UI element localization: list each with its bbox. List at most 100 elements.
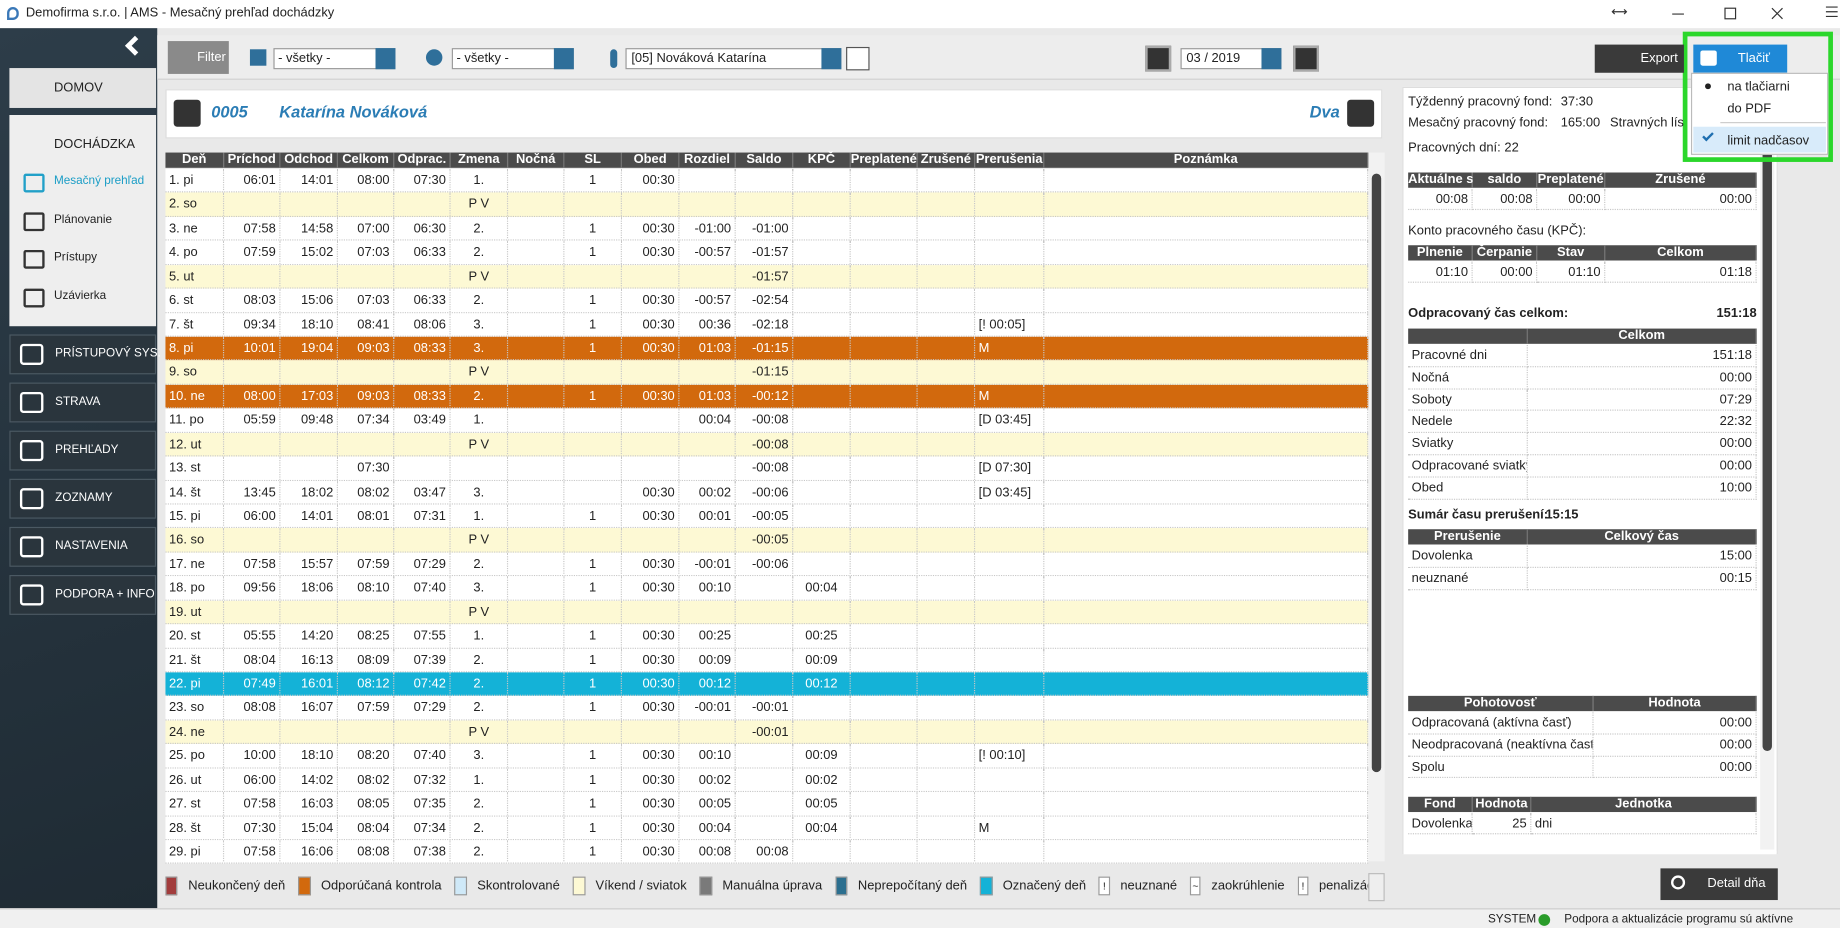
- sidebar-item[interactable]: NASTAVENIA: [9, 526, 157, 567]
- table-row[interactable]: 29. pi 07:58 16:06 08:08 07:38 2. 1 00:30 00:08 0…: [165, 840, 1369, 865]
- table-cell: [622, 600, 680, 624]
- column-header: Preplatené: [850, 152, 918, 168]
- table-cell: 00:30: [622, 696, 680, 720]
- table-cell: 07:29: [394, 552, 451, 576]
- filter-icon-button[interactable]: [846, 46, 870, 71]
- legend-label: neuznané: [1120, 878, 1178, 894]
- table-row[interactable]: 2. so P V: [165, 192, 1369, 217]
- table-cell: P V: [451, 432, 509, 456]
- table-row[interactable]: 6. st 08:03 15:06 07:03 06:33 2. 1 00:30 -00:57-…: [165, 288, 1369, 313]
- sidebar-subitem[interactable]: Prístupy: [53, 251, 98, 265]
- employee-header: [165, 89, 1383, 139]
- sidebar-subitem[interactable]: Mesačný prehľad: [53, 174, 145, 188]
- employee-select[interactable]: [05] Nováková Katarína: [625, 48, 842, 70]
- table-row[interactable]: 20. st 05:55 14:20 08:25 07:55 1. 1 00:30 00:25 0…: [165, 624, 1369, 649]
- table-row[interactable]: 4. po 07:59 15:02 07:03 06:33 2. 1 00:30 -00:57-…: [165, 240, 1369, 265]
- sidebar-item[interactable]: ZOZNAMY: [9, 478, 157, 519]
- table-cell: 19. ut: [165, 600, 225, 624]
- table-cell: [793, 600, 851, 624]
- dropdown-arrow[interactable]: [375, 48, 396, 70]
- table-row[interactable]: 12. ut P V -00:08: [165, 432, 1369, 457]
- table-row[interactable]: 14. št 13:45 18:02 08:02 03:47 3. 00:30 00:02 -0…: [165, 480, 1369, 505]
- dropdown-arrow[interactable]: [821, 48, 842, 70]
- sidebar-item[interactable]: PODPORA + INFO: [9, 575, 157, 615]
- table-row[interactable]: 22. pi 07:49 16:01 08:12 07:42 2. 1 00:30 00:12 0…: [165, 672, 1369, 697]
- table-cell: [851, 672, 918, 696]
- table-cell: [1044, 840, 1369, 863]
- table-row[interactable]: 8. pi 10:01 19:04 09:03 08:33 3. 1 00:30 01:03 -0…: [165, 336, 1369, 361]
- sidebar-item[interactable]: PRÍSTUPOVÝ SYS.: [9, 334, 161, 375]
- table-row[interactable]: 18. po 09:56 18:06 08:10 07:40 3. 1 00:30 00:10 0…: [165, 576, 1369, 601]
- filter-button[interactable]: Filter: [167, 41, 229, 74]
- table-row[interactable]: 17. ne 07:58 15:57 07:59 07:29 2. 1 00:30 -00:01…: [165, 552, 1369, 577]
- export-button[interactable]: Export: [1594, 44, 1684, 73]
- summary-scrollbar[interactable]: [1760, 129, 1775, 850]
- prev-month-button[interactable]: [1145, 45, 1172, 72]
- table-row[interactable]: 19. ut P V: [165, 600, 1369, 625]
- table-cell: [508, 552, 565, 576]
- table-cell: [394, 264, 451, 288]
- table-row[interactable]: 23. so 08:08 16:07 07:59 07:29 2. 1 00:30 -00:01…: [165, 696, 1369, 721]
- table-row[interactable]: 11. po 05:59 09:48 07:34 03:49 1. 00:04 -00:08 […: [165, 408, 1369, 433]
- table-row[interactable]: 24. ne P V -00:01: [165, 720, 1369, 745]
- table-cell: [851, 312, 918, 336]
- table-cell: 00:09: [679, 648, 736, 672]
- group2-select[interactable]: - všetky -: [451, 48, 574, 70]
- table-cell: [975, 240, 1045, 264]
- table-cell: 07:00: [338, 216, 395, 240]
- window-title: Demofirma s.r.o. | AMS - Mesačný prehľad…: [25, 5, 335, 20]
- table-cell: 00:30: [622, 288, 680, 312]
- print-menu-item[interactable]: na tlačiarni: [1727, 79, 1790, 94]
- table-row[interactable]: 13. st 07:30 -00:08 [D 07:30]: [165, 456, 1369, 481]
- table-row[interactable]: 5. ut P V -01:57: [165, 264, 1369, 289]
- mini-header: saldo: [1472, 172, 1538, 188]
- table-row[interactable]: 7. št 09:34 18:10 08:41 08:06 3. 1 00:30 00:36 -0…: [165, 312, 1369, 337]
- table-row[interactable]: 28. št 07:30 15:04 08:04 07:34 2. 1 00:30 00:04 0…: [165, 816, 1369, 841]
- sidebar-item-icon: [19, 536, 44, 558]
- table-scrollbar[interactable]: [1368, 152, 1385, 862]
- table-cell: [851, 600, 918, 624]
- table-cell: [1044, 696, 1369, 720]
- table-cell: 2.: [451, 216, 509, 240]
- table-row[interactable]: 3. ne 07:58 14:58 07:00 06:30 2. 1 00:30 -01:00-…: [165, 216, 1369, 241]
- table-cell: [793, 504, 851, 528]
- mini-header: Aktuálne saldo: [1408, 172, 1500, 188]
- table-row[interactable]: 16. so P V -00:05: [165, 528, 1369, 553]
- scroll-thumb[interactable]: [1762, 140, 1772, 752]
- table-cell: 17:03: [280, 384, 338, 408]
- dropdown-arrow[interactable]: [1261, 48, 1282, 70]
- scroll-thumb[interactable]: [1371, 173, 1382, 773]
- sidebar-item[interactable]: STRAVA: [9, 382, 157, 423]
- print-menu-item[interactable]: limit nadčasov: [1727, 133, 1810, 148]
- table-row[interactable]: 10. ne 08:00 17:03 09:03 08:33 2. 1 00:30 01:03-…: [165, 384, 1369, 409]
- sidebar-subitem-icon: [23, 249, 45, 269]
- table-row[interactable]: 1. pi 06:01 14:01 08:00 07:30 1. 1 00:30: [165, 168, 1369, 193]
- table-row[interactable]: 9. so P V -01:15: [165, 360, 1369, 385]
- table-cell: 07:31: [394, 504, 451, 528]
- print-menu-item[interactable]: do PDF: [1727, 102, 1772, 117]
- table-cell: 14:02: [280, 768, 338, 792]
- home-button[interactable]: DOMOV: [9, 68, 157, 108]
- table-row[interactable]: 21. št 08:04 16:13 08:09 07:39 2. 1 00:30 00:09 0…: [165, 648, 1369, 673]
- sidebar-subitem[interactable]: Plánovanie: [53, 213, 113, 227]
- table-cell: 00:30: [622, 168, 680, 192]
- table-row[interactable]: 27. st 07:58 16:03 08:05 07:35 2. 1 00:30 00:05 0…: [165, 792, 1369, 817]
- table-cell: 08:00: [224, 384, 281, 408]
- table-cell: [793, 240, 851, 264]
- table-cell: [564, 480, 622, 504]
- next-month-button[interactable]: [1293, 45, 1319, 72]
- table-cell: [918, 552, 976, 576]
- table-row[interactable]: 25. po 10:00 18:10 08:20 07:40 3. 1 00:30 00:10 0…: [165, 744, 1369, 769]
- sidebar-item[interactable]: PREHĽADY: [9, 430, 157, 471]
- table-cell: 00:30: [622, 816, 680, 840]
- table-row[interactable]: 26. ut 06:00 14:02 08:02 07:32 1. 1 00:30 00:02 0…: [165, 768, 1369, 793]
- sidebar-subitem[interactable]: Uzávierka: [53, 289, 107, 303]
- legend-scroll[interactable]: [1368, 873, 1385, 902]
- table-row[interactable]: 15. pi 06:00 14:01 08:01 07:31 1. 1 00:30 00:01-…: [165, 504, 1369, 529]
- group1-select[interactable]: - všetky -: [273, 48, 396, 70]
- table-cell: [851, 408, 918, 432]
- table-cell: -02:18: [736, 312, 794, 336]
- mini-cell: 07:29: [1527, 389, 1757, 412]
- attendance-button[interactable]: DOCHÁDZKA: [53, 137, 136, 152]
- dropdown-arrow[interactable]: [553, 48, 574, 70]
